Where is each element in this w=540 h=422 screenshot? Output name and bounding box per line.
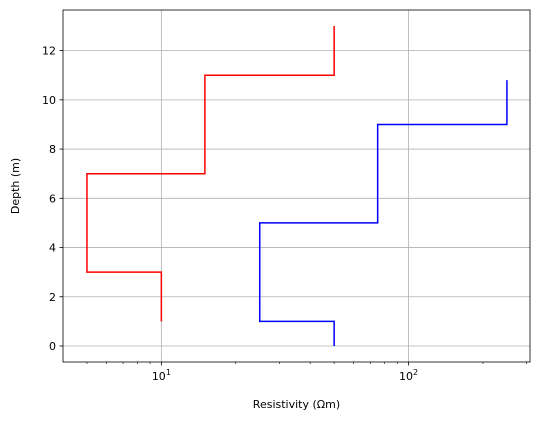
series-layer (86, 26, 508, 346)
y-tick-label: 4 (49, 242, 56, 255)
x-tick-label: 101 (152, 368, 171, 383)
ticks: 101 102 0 2 4 6 8 10 12 (42, 45, 527, 383)
y-axis-label: Depth (m) (9, 158, 22, 214)
plot-frame (62, 9, 531, 363)
y-tick-label: 12 (42, 45, 56, 58)
x-axis-label: Resistivity (Ωm) (253, 398, 340, 411)
grid (63, 10, 530, 362)
y-tick-label: 10 (42, 94, 56, 107)
y-tick-label: 6 (49, 192, 56, 205)
y-tick-label: 0 (49, 340, 56, 353)
y-tick-label: 2 (49, 291, 56, 304)
series-line-2 (258, 80, 508, 346)
series-line-1 (86, 26, 335, 322)
x-tick-label: 102 (399, 368, 418, 383)
y-tick-label: 8 (49, 143, 56, 156)
